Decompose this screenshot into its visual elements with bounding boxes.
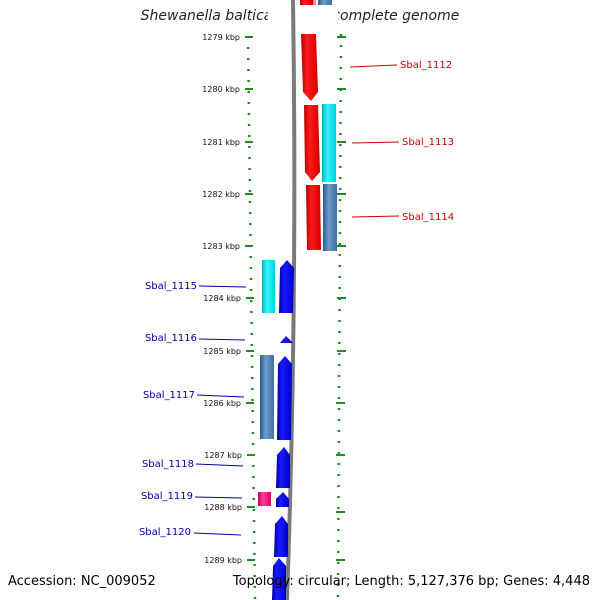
- right-ticks: [336, 36, 346, 561]
- gene-arrow-sbal-1115[interactable]: [279, 260, 294, 313]
- label-line-sbal-1113: [351, 141, 400, 144]
- kbp-label: 1289 kbp: [204, 556, 242, 565]
- gene-arrow-sbal-1117[interactable]: [277, 356, 292, 440]
- accession-label: Accession: NC_009052: [8, 574, 156, 589]
- gene-arrow-partial-bottom[interactable]: [272, 558, 286, 600]
- gene-label-sbal-1119[interactable]: Sbal_1119: [141, 491, 193, 502]
- kbp-label: 1282 kbp: [202, 190, 240, 199]
- kbp-label: 1284 kbp: [203, 294, 241, 303]
- gene-arrow-sbal-1118[interactable]: [276, 447, 290, 488]
- label-line-sbal-1117: [196, 394, 245, 398]
- gene-label-sbal-1115[interactable]: Sbal_1115: [145, 281, 197, 292]
- gene-arrow-sbal-1112[interactable]: [301, 34, 318, 101]
- feature-cyan-sbal-1115[interactable]: [262, 260, 275, 313]
- gene-label-sbal-1118[interactable]: Sbal_1118: [142, 459, 194, 470]
- gene-arrow-sbal-1119[interactable]: [276, 492, 289, 507]
- kbp-label: 1287 kbp: [204, 451, 242, 460]
- feature-steel-sbal-1117[interactable]: [260, 355, 274, 439]
- genome-backbone: [285, 0, 297, 600]
- label-line-sbal-1116: [198, 338, 246, 341]
- gene-label-sbal-1112[interactable]: Sbal_1112: [400, 60, 452, 71]
- gene-label-sbal-1117[interactable]: Sbal_1117: [143, 390, 195, 401]
- kbp-label: 1279 kbp: [202, 33, 240, 42]
- gene-partial-top-red[interactable]: [300, 0, 313, 5]
- gene-arrow-sbal-1120[interactable]: [274, 516, 288, 557]
- gene-label-sbal-1113[interactable]: Sbal_1113: [402, 137, 454, 148]
- gene-label-sbal-1120[interactable]: Sbal_1120: [139, 527, 191, 538]
- feature-partial-top-steel[interactable]: [318, 0, 332, 5]
- label-line-sbal-1119: [194, 496, 243, 499]
- gene-arrow-sbal-1113[interactable]: [304, 105, 320, 181]
- feature-partial-top-pink[interactable]: [313, 0, 316, 5]
- kbp-label: 1280 kbp: [202, 85, 240, 94]
- kbp-ruler: 1279 kbp 1280 kbp 1281 kbp 1282 kbp 1283…: [202, 33, 255, 565]
- label-line-sbal-1120: [193, 532, 242, 536]
- label-line-sbal-1114: [351, 215, 400, 218]
- ruler-line-left: [246, 35, 257, 600]
- feature-band: [258, 0, 342, 600]
- gene-arrow-sbal-1116[interactable]: [280, 336, 293, 343]
- label-line-sbal-1112: [349, 64, 398, 68]
- feature-cyan-sbal-1113[interactable]: [322, 104, 336, 182]
- gene-label-sbal-1116[interactable]: Sbal_1116: [145, 333, 197, 344]
- gene-label-sbal-1114[interactable]: Sbal_1114: [402, 212, 454, 223]
- kbp-label: 1288 kbp: [204, 503, 242, 512]
- label-line-sbal-1118: [195, 463, 244, 467]
- kbp-label: 1283 kbp: [202, 242, 240, 251]
- kbp-label: 1285 kbp: [203, 347, 241, 356]
- feature-pink-sbal-1119[interactable]: [258, 492, 271, 506]
- genome-summary-label: Topology: circular; Length: 5,127,376 bp…: [232, 574, 590, 589]
- label-line-sbal-1115: [198, 285, 247, 288]
- kbp-label: 1286 kbp: [203, 399, 241, 408]
- kbp-label: 1281 kbp: [202, 138, 240, 147]
- gene-arrow-sbal-1114[interactable]: [306, 185, 321, 250]
- feature-steel-sbal-1114[interactable]: [323, 184, 337, 251]
